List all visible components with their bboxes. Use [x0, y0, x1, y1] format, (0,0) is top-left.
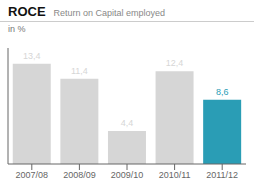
html-text:Return on Capital employed: Return on Capital employed — [53, 8, 166, 18]
svg-text:13,4: 13,4 — [23, 51, 41, 61]
svg-text:11,4: 11,4 — [71, 66, 88, 76]
svg-text:8,6: 8,6 — [216, 87, 229, 97]
svg-text:2011/12: 2011/12 — [206, 170, 238, 180]
svg-text:2010/11: 2010/11 — [159, 170, 191, 180]
svg-text:2007/08: 2007/08 — [16, 170, 49, 180]
html-text:ROCE: ROCE — [8, 4, 46, 19]
html-text:in %: in % — [8, 24, 26, 34]
svg-text:2008/09: 2008/09 — [63, 170, 96, 180]
svg-text:4,4: 4,4 — [121, 118, 134, 128]
svg-text:12,4: 12,4 — [166, 58, 184, 68]
svg-text:2009/10: 2009/10 — [111, 170, 144, 180]
